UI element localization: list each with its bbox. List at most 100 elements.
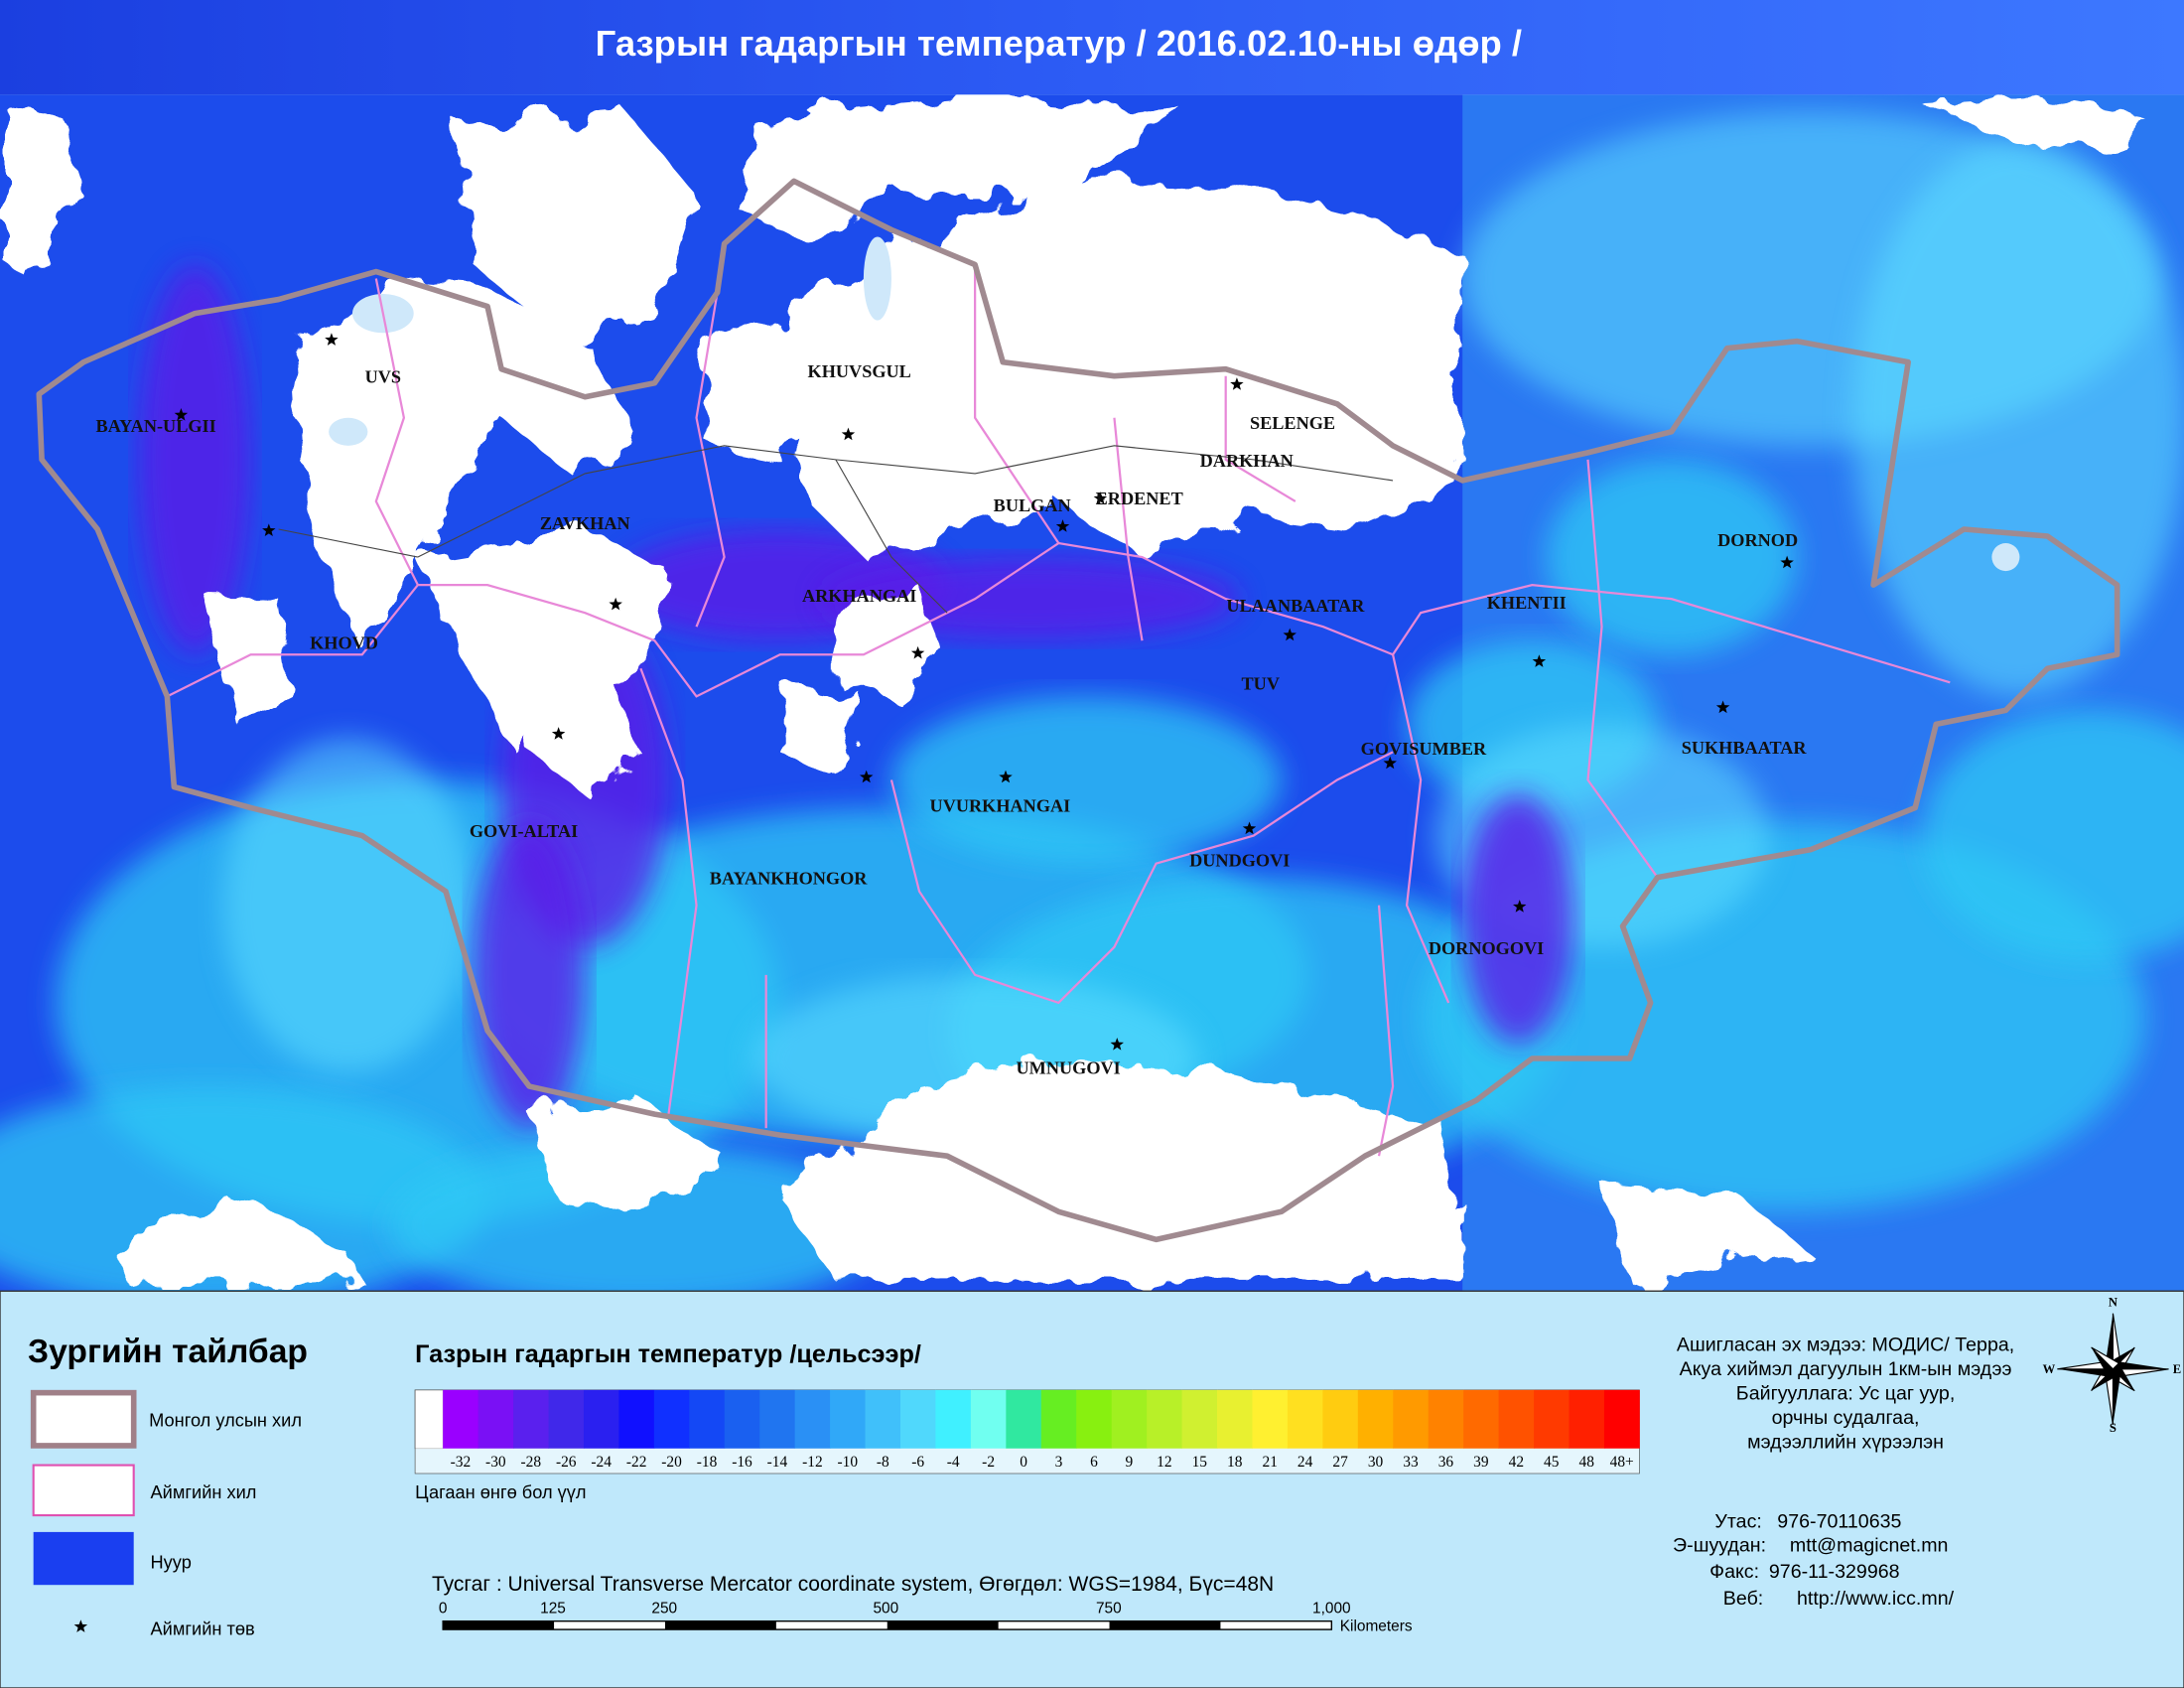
cloud (125, 1197, 362, 1282)
scale-label: 30 (1368, 1454, 1384, 1471)
province-label: GOVI-ALTAI (470, 821, 578, 841)
province-label: ULAANBAATAR (1226, 596, 1365, 616)
province-boundary (374, 278, 419, 586)
cloud (779, 682, 864, 780)
scale-label: -22 (626, 1454, 647, 1471)
province-label: UVS (365, 367, 401, 387)
scale-label: 42 (1509, 1454, 1524, 1471)
road (278, 528, 419, 558)
scale-title: Газрын гадаргын температур /цельсээр/ (415, 1340, 921, 1368)
map-area (0, 94, 2184, 1292)
province-center (325, 333, 339, 346)
scale-bar-label: 1,000 (1312, 1600, 1351, 1617)
legend-item: Монгол улсын хил (149, 1409, 302, 1430)
cloud (460, 111, 697, 335)
legend-border-swatch (30, 1389, 137, 1449)
scale-cell (724, 1389, 760, 1449)
province-boundary (639, 667, 698, 1115)
scale-cell (1603, 1389, 1640, 1449)
legend-province-swatch (32, 1464, 135, 1517)
province-boundary (695, 292, 726, 628)
scale-cell (970, 1389, 1007, 1449)
province-center (1093, 492, 1108, 504)
contact-value: 976-70110635 (1777, 1511, 1901, 1533)
scale-label: 6 (1090, 1454, 1098, 1471)
cloud (7, 104, 84, 279)
scale-cell (1147, 1389, 1183, 1449)
contact-label: Э-шуудан: (1673, 1535, 1766, 1557)
scale-cell (583, 1389, 619, 1449)
scale-bar-segment (887, 1620, 999, 1630)
contact-label: Веб: (1723, 1588, 1763, 1610)
scale-label: 24 (1297, 1454, 1313, 1471)
province-center (609, 597, 622, 611)
cold-patch (139, 264, 251, 655)
province-center (910, 645, 925, 659)
warm-patch (1922, 710, 2184, 961)
scale-label: -24 (591, 1454, 612, 1471)
light-patch (222, 738, 475, 1073)
contact-value: http://www.icc.mn/ (1797, 1588, 1955, 1610)
scale-cell (1322, 1389, 1359, 1449)
province-label: BULGAN (994, 495, 1071, 515)
road (835, 459, 948, 614)
scale-label: 27 (1332, 1454, 1348, 1471)
compass-label: S (2110, 1421, 2116, 1435)
province-label: UVURKHANGAI (930, 796, 1071, 816)
lake (863, 236, 891, 321)
page-title: Газрын гадаргын температур / 2016.02.10-… (596, 23, 1522, 64)
scale-label: 48+ (1610, 1454, 1634, 1471)
scale-label: 36 (1438, 1454, 1454, 1471)
scale-cell (899, 1389, 936, 1449)
province-label: KHENTII (1487, 593, 1567, 613)
province-center (1110, 1037, 1124, 1051)
legend-lake-swatch (33, 1531, 134, 1586)
province-label: TUV (1242, 673, 1280, 693)
province-boundary (889, 751, 1394, 1005)
scale-bar-label: 125 (540, 1600, 566, 1617)
scale-cell (865, 1389, 901, 1449)
legend-title: Зургийн тайлбар (28, 1334, 308, 1370)
source-line: Акуа хиймэл дагуулын 1км-ын мэдээ (1680, 1358, 2012, 1380)
compass-point (2091, 1346, 2114, 1375)
warm-patch (389, 1142, 891, 1292)
compass: N E S W (2043, 1296, 2182, 1435)
light-patch (1852, 139, 2184, 697)
road (417, 445, 1394, 558)
scale-label: 18 (1227, 1454, 1243, 1471)
scale-cell (1252, 1389, 1289, 1449)
province-label: KHOVD (310, 633, 378, 653)
province-label: BAYAN-ULGII (96, 416, 216, 436)
lake (1991, 543, 2020, 572)
cloud (779, 181, 1460, 558)
province-label: DORNOGOVI (1429, 938, 1544, 958)
scale-label: 12 (1157, 1454, 1171, 1471)
scale-cell (1287, 1389, 1323, 1449)
province-center (1055, 519, 1070, 532)
province-label: SUKHBAATAR (1682, 738, 1808, 758)
legend-item: Аймгийн хил (151, 1481, 257, 1502)
warm-patch (0, 1086, 487, 1292)
lake (329, 417, 368, 446)
province-center (1230, 377, 1244, 390)
source-line: Ашигласан эх мэдээ: МОДИС/ Терра, (1677, 1335, 2014, 1356)
source-line: мэдээллийн хүрээлэн (1747, 1432, 1944, 1454)
scale-cell (794, 1389, 831, 1449)
province-label: UMNUGOVI (1017, 1057, 1121, 1077)
province-boundary (1377, 905, 1395, 1157)
province-label: DUNDGOVI (1189, 850, 1290, 870)
province-label: DORNOD (1717, 530, 1798, 550)
province-boundary (1113, 417, 1144, 641)
province-label: ZAVKHAN (540, 513, 630, 533)
scale-note: Цагаан өнгө бол үүл (415, 1481, 586, 1502)
scale-label: -4 (947, 1454, 960, 1471)
province-center (174, 407, 189, 421)
scale-cell (1534, 1389, 1570, 1449)
province-center (1283, 628, 1297, 641)
scale-label: -30 (485, 1454, 506, 1471)
province-boundary (1586, 459, 1659, 879)
scale-bar-label: 750 (1096, 1600, 1122, 1617)
scale-cell (548, 1389, 585, 1449)
scale-label: -12 (802, 1454, 823, 1471)
